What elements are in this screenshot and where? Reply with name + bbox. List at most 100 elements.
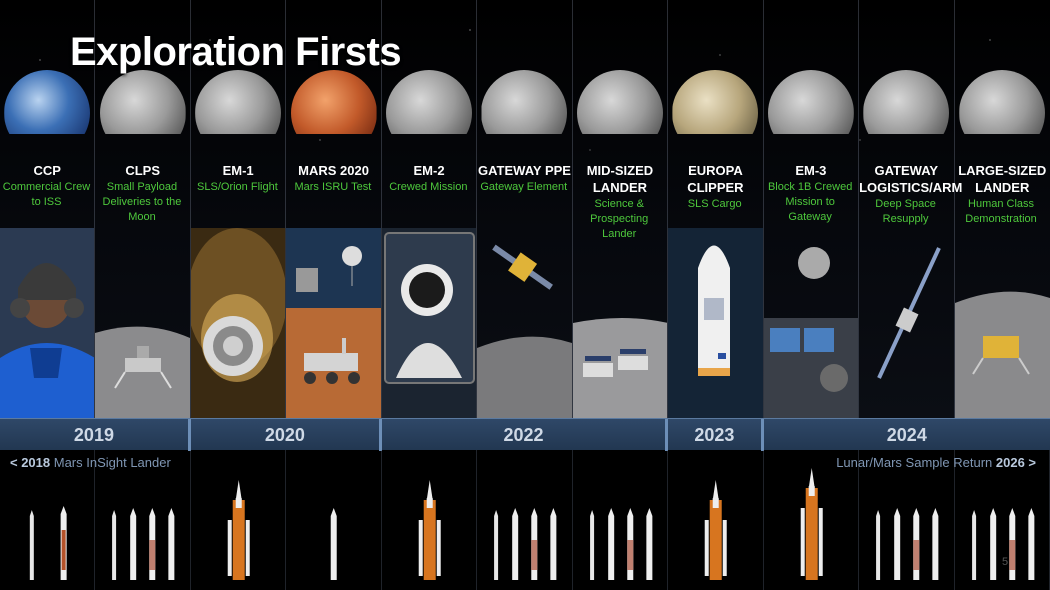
mission-description: Commercial Crew to ISS [2,181,91,208]
launch-vehicle-icon [589,510,594,580]
moon-icon [959,70,1046,134]
mission-column: CCP Commercial Crew to ISS [0,0,96,418]
launch-vehicle-icon [130,508,137,580]
launch-vehicle-icon [607,508,614,580]
launch-vehicle-icon [112,510,117,580]
small-lander-illustration [95,228,190,418]
rocket-row [0,450,1050,590]
mars-rover-illustration [286,228,381,418]
mission-column: GATEWAY LOGISTICS/ARM Deep Space Resupply [859,0,963,418]
rocket-lineup [29,506,67,580]
rocket-group [477,450,573,590]
mission-column: MID-SIZED LANDER Science & Prospecting La… [572,0,669,418]
sls-rocket-icon [800,468,823,580]
launch-vehicle-icon [168,508,175,580]
mission-column: EUROPA CLIPPER SLS Cargo [668,0,764,418]
mission-column: CLPS Small Payload Deliveries to the Moon [95,0,191,418]
orion-reentry-illustration [190,228,286,418]
mid-lander-art [572,318,668,418]
launch-vehicle-icon [550,508,557,580]
rocket-lineup [331,508,338,580]
mission-description: Block 1B Crewed Mission to Gateway [767,181,853,223]
mid-lander-illustration [572,228,668,418]
mars-icon [290,70,377,134]
moon-icon [767,70,854,134]
launch-vehicle-icon [932,508,939,580]
sls-rocket-icon [418,480,441,580]
launch-vehicle-icon [331,508,338,580]
mission-name: EM-1 [222,163,254,178]
year-label: 2020 [191,419,382,451]
mission-description: Gateway Element [480,181,568,193]
launch-vehicle-icon [626,508,633,580]
launch-vehicle-icon [494,510,499,580]
moon-icon [481,70,568,134]
year-label: 2024 [886,425,927,445]
rocket-group [859,450,955,590]
launch-vehicle-icon [1027,508,1034,580]
mission-description: Science & Prospecting Lander [590,198,649,240]
mission-column: GATEWAY PPE Gateway Element [477,0,573,418]
moon-icon [195,70,282,134]
note-left-text: Mars InSight Lander [50,455,171,470]
sls-rocket-icon [704,480,727,580]
moon-icon [99,70,186,134]
moon-icon [386,70,473,134]
earth-icon [4,70,91,134]
rocket-group [764,450,860,590]
small-lander-art [95,326,190,418]
mission-name: EM-2 [413,163,445,178]
mission-column: EM-3 Block 1B Crewed Mission to Gateway [763,0,860,418]
mission-description: SLS/Orion Flight [197,181,278,193]
mission-name: CCP [33,163,61,178]
year-bar: 2019 2020 2022 2023 2024 [0,418,1050,451]
mission-name: GATEWAY LOGISTICS/ARM [859,163,963,195]
mission-name: MARS 2020 [298,163,369,178]
gateway-ppe-illustration [477,228,572,418]
large-lander-illustration [954,228,1050,418]
mission-description: Deep Space Resupply [875,198,936,225]
moon-icon [863,70,950,134]
rocket-group [191,450,287,590]
rocket-lineup [876,508,939,580]
astronaut-portrait-illustration [0,228,95,418]
page-number: 5 [1002,556,1009,568]
rocket-group [0,450,96,590]
mission-description: SLS Cargo [687,198,742,210]
logistics-craft-art [877,247,941,379]
mission-description: Human Class Demonstration [965,198,1037,225]
large-lander-art [954,291,1050,418]
mission-name: EUROPA CLIPPER [687,163,744,195]
year-label: 2022 [382,419,669,451]
rocket-lineup [418,480,441,580]
rocket-lineup [971,508,1034,580]
rocket-lineup [800,468,823,580]
launch-vehicle-icon [531,508,538,580]
mission-name: GATEWAY PPE [478,163,571,178]
note-left: < 2018 Mars InSight Lander [10,455,171,470]
rocket-lineup [494,508,557,580]
mission-column: MARS 2020 Mars ISRU Test [286,0,382,418]
gateway-ppe-art [477,244,572,418]
launch-vehicle-icon [989,508,996,580]
note-left-year: < 2018 [10,455,51,470]
orion-cabin-illustration [763,228,859,418]
launch-vehicle-icon [913,508,920,580]
mission-column: LARGE-SIZED LANDER Human Class Demonstrat… [954,0,1050,418]
rocket-lineup [112,508,175,580]
rocket-lineup [227,480,250,580]
launch-vehicle-icon [60,506,67,580]
sls-rocket-icon [227,480,250,580]
launch-vehicle-icon [149,508,156,580]
mission-name: MID-SIZED LANDER [586,163,654,195]
launch-vehicle-icon [894,508,901,580]
rocket-group [573,450,669,590]
year-label: 2023 [668,419,764,451]
mission-name: LARGE-SIZED LANDER [958,163,1047,195]
logistics-craft-illustration [859,228,953,418]
rocket-group [955,450,1050,590]
astronaut-spacewalk-art [381,228,477,418]
orion-reentry-art [190,228,286,418]
rocket-lineup [704,480,727,580]
